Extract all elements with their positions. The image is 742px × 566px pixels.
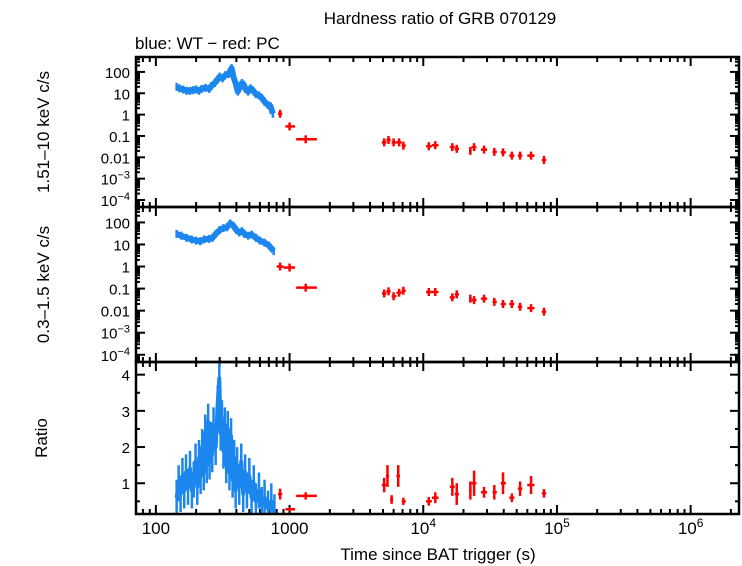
y-tick-label: 0.01 (101, 304, 130, 321)
y-tick-label: 0.1 (109, 282, 130, 299)
y-tick-label: 3 (122, 404, 130, 421)
x-tick-label: 100 (142, 519, 170, 538)
y-tick-label: 1 (122, 476, 130, 493)
y-tick-label: 10−3 (101, 324, 130, 343)
y-tick-label: 100 (105, 65, 130, 82)
y-axis-label: 0.3–1.5 keV c/s (34, 226, 53, 343)
x-tick-label: 106 (678, 516, 704, 538)
x-tick-label: 1000 (271, 519, 309, 538)
x-axis-label: Time since BAT trigger (s) (340, 545, 535, 564)
y-tick-label: 1 (122, 108, 130, 125)
y-tick-label: 10 (113, 86, 130, 103)
y-tick-label: 10−3 (101, 170, 130, 189)
y-tick-label: 1 (122, 260, 130, 277)
chart-title: Hardness ratio of GRB 070129 (324, 9, 556, 28)
y-tick-label: 0.01 (101, 150, 130, 167)
y-tick-label: 100 (105, 215, 130, 232)
panel-frame (134, 55, 741, 209)
x-tick-label: 105 (544, 516, 570, 538)
y-axis-label: Ratio (32, 418, 51, 458)
chart-subtitle: blue: WT − red: PC (135, 34, 280, 53)
y-tick-label: 2 (122, 440, 130, 457)
y-tick-label: 0.1 (109, 129, 130, 146)
panel-frame (134, 360, 741, 516)
y-tick-label: 10 (113, 237, 130, 254)
x-tick-label: 104 (410, 516, 436, 538)
y-tick-label: 4 (122, 368, 130, 385)
y-tick-label: 10−4 (101, 346, 130, 365)
y-tick-label: 10−4 (101, 191, 130, 210)
y-axis-label: 1.51–10 keV c/s (34, 71, 53, 193)
